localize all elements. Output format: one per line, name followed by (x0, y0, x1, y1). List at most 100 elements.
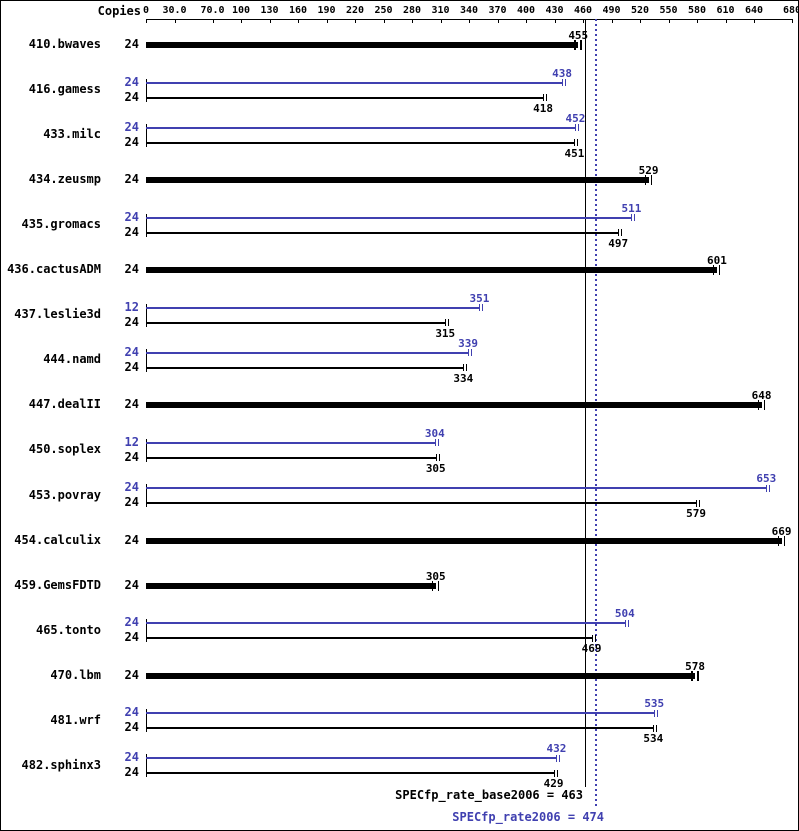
bar-end-marker (777, 535, 780, 546)
peak-rate-bar (146, 441, 435, 444)
base-rate-bar (146, 672, 696, 679)
bar-value-label: 601 (707, 254, 727, 268)
bar-end-marker (445, 319, 447, 327)
benchmark-label: 481.wrf (50, 712, 101, 727)
copies-value: 24 (124, 449, 139, 464)
benchmark-label: 470.lbm (50, 667, 101, 682)
bar-value-label: 578 (685, 659, 706, 673)
bar-end-marker (575, 124, 577, 132)
bar-end-marker (769, 484, 771, 492)
copies-value: 24 (124, 577, 139, 592)
bar-group-connector (146, 709, 147, 733)
bar-end-marker (644, 175, 647, 186)
peak-rate-bar (146, 351, 469, 354)
bar-end-marker (627, 619, 629, 627)
bar-end-marker (437, 439, 439, 447)
bar-value-label: 432 (546, 742, 567, 756)
peak-rate-bar (146, 306, 480, 309)
bar-end-marker (438, 454, 440, 462)
bar-end-marker (466, 364, 468, 372)
bar-value-label: 511 (621, 201, 642, 215)
bar-end-marker (783, 535, 786, 546)
bar-value-label: 497 (608, 236, 629, 250)
axis-tick (326, 19, 328, 23)
axis-tick-label: 190 (317, 5, 336, 16)
axis-tick (640, 19, 641, 23)
benchmark-label: 410.bwaves (28, 37, 101, 51)
bar-value-label: 315 (435, 326, 456, 340)
bar-value-label: 429 (543, 777, 564, 791)
copies-value: 24 (124, 262, 139, 277)
benchmark-label: 465.tonto (35, 622, 101, 637)
bar-value-label: 334 (453, 371, 474, 385)
bar-end-marker (591, 634, 593, 642)
copies-value: 24 (124, 615, 139, 630)
base-rate-bar (146, 177, 649, 184)
base-rate-bar (146, 42, 579, 48)
copies-value: 24 (124, 705, 139, 720)
axis-tick (174, 19, 176, 23)
bar-end-marker (482, 304, 484, 312)
axis-tick-label: 220 (345, 5, 365, 16)
bar-value-label: 304 (424, 426, 445, 440)
benchmark-label: 459.GemsFDTD (14, 577, 101, 592)
axis-tick-label: 490 (602, 5, 621, 16)
base-rate-bar (146, 456, 436, 459)
axis-tick-label: 430 (545, 5, 564, 16)
axis-tick-label: 130 (260, 5, 279, 16)
peak-rate-bar (146, 81, 563, 84)
benchmark-label: 482.sphinx3 (21, 757, 101, 772)
axis-tick-label: 580 (687, 5, 707, 16)
benchmark-label: 444.namd (43, 352, 101, 367)
bar-end-marker (434, 439, 436, 447)
copies-value: 24 (124, 480, 139, 494)
axis-tick-label: 30.0 (162, 5, 187, 16)
copies-value: 24 (124, 750, 139, 765)
bar-group-connector (146, 438, 147, 462)
axis-tick-label: 310 (431, 5, 450, 16)
bar-end-marker (691, 670, 693, 681)
axis-tick (792, 19, 793, 23)
axis-tick-label: 610 (716, 5, 735, 16)
bar-end-marker (479, 304, 481, 312)
axis-tick-label: 100 (231, 5, 251, 16)
bar-end-marker (556, 769, 558, 777)
bar-end-marker (718, 265, 721, 276)
bar-end-marker (468, 349, 470, 357)
axis-tick-label: 680 (782, 5, 798, 16)
axis-tick-label: 70.0 (200, 5, 225, 16)
bar-value-label: 669 (771, 524, 792, 538)
axis-tick (412, 19, 413, 23)
bar-end-marker (654, 709, 656, 717)
copies-value: 24 (124, 359, 139, 374)
bar-end-marker (634, 214, 636, 222)
axis-tick (497, 19, 499, 23)
axis-tick (469, 19, 470, 23)
axis-tick (355, 19, 356, 23)
bar-end-marker (437, 580, 440, 591)
axis-tick-label: 460 (573, 5, 593, 16)
axis-tick-label: 550 (659, 5, 678, 16)
bar-group-connector (146, 213, 147, 237)
copies-value: 24 (124, 532, 139, 547)
axis-tick-label: 520 (630, 5, 650, 16)
bar-end-marker (618, 229, 620, 237)
bar-end-marker (565, 79, 567, 87)
bar-end-marker (697, 670, 699, 681)
bar-end-marker (696, 499, 698, 507)
base-rate-bar (146, 141, 575, 144)
peak-rate-bar (146, 126, 576, 129)
bar-group-connector (146, 348, 147, 372)
bar-end-marker (757, 400, 760, 411)
axis-tick (269, 19, 271, 23)
bar-end-marker (559, 754, 561, 762)
copies-value: 24 (124, 397, 139, 412)
benchmark-label: 454.calculix (14, 532, 101, 547)
bar-group-connector (146, 303, 147, 327)
axis-tick-label: 250 (374, 5, 393, 16)
copies-column-header: Copies (97, 4, 141, 18)
bar-value-label: 455 (568, 29, 589, 42)
bar-group-connector (146, 123, 147, 147)
copies-value: 24 (124, 74, 139, 89)
